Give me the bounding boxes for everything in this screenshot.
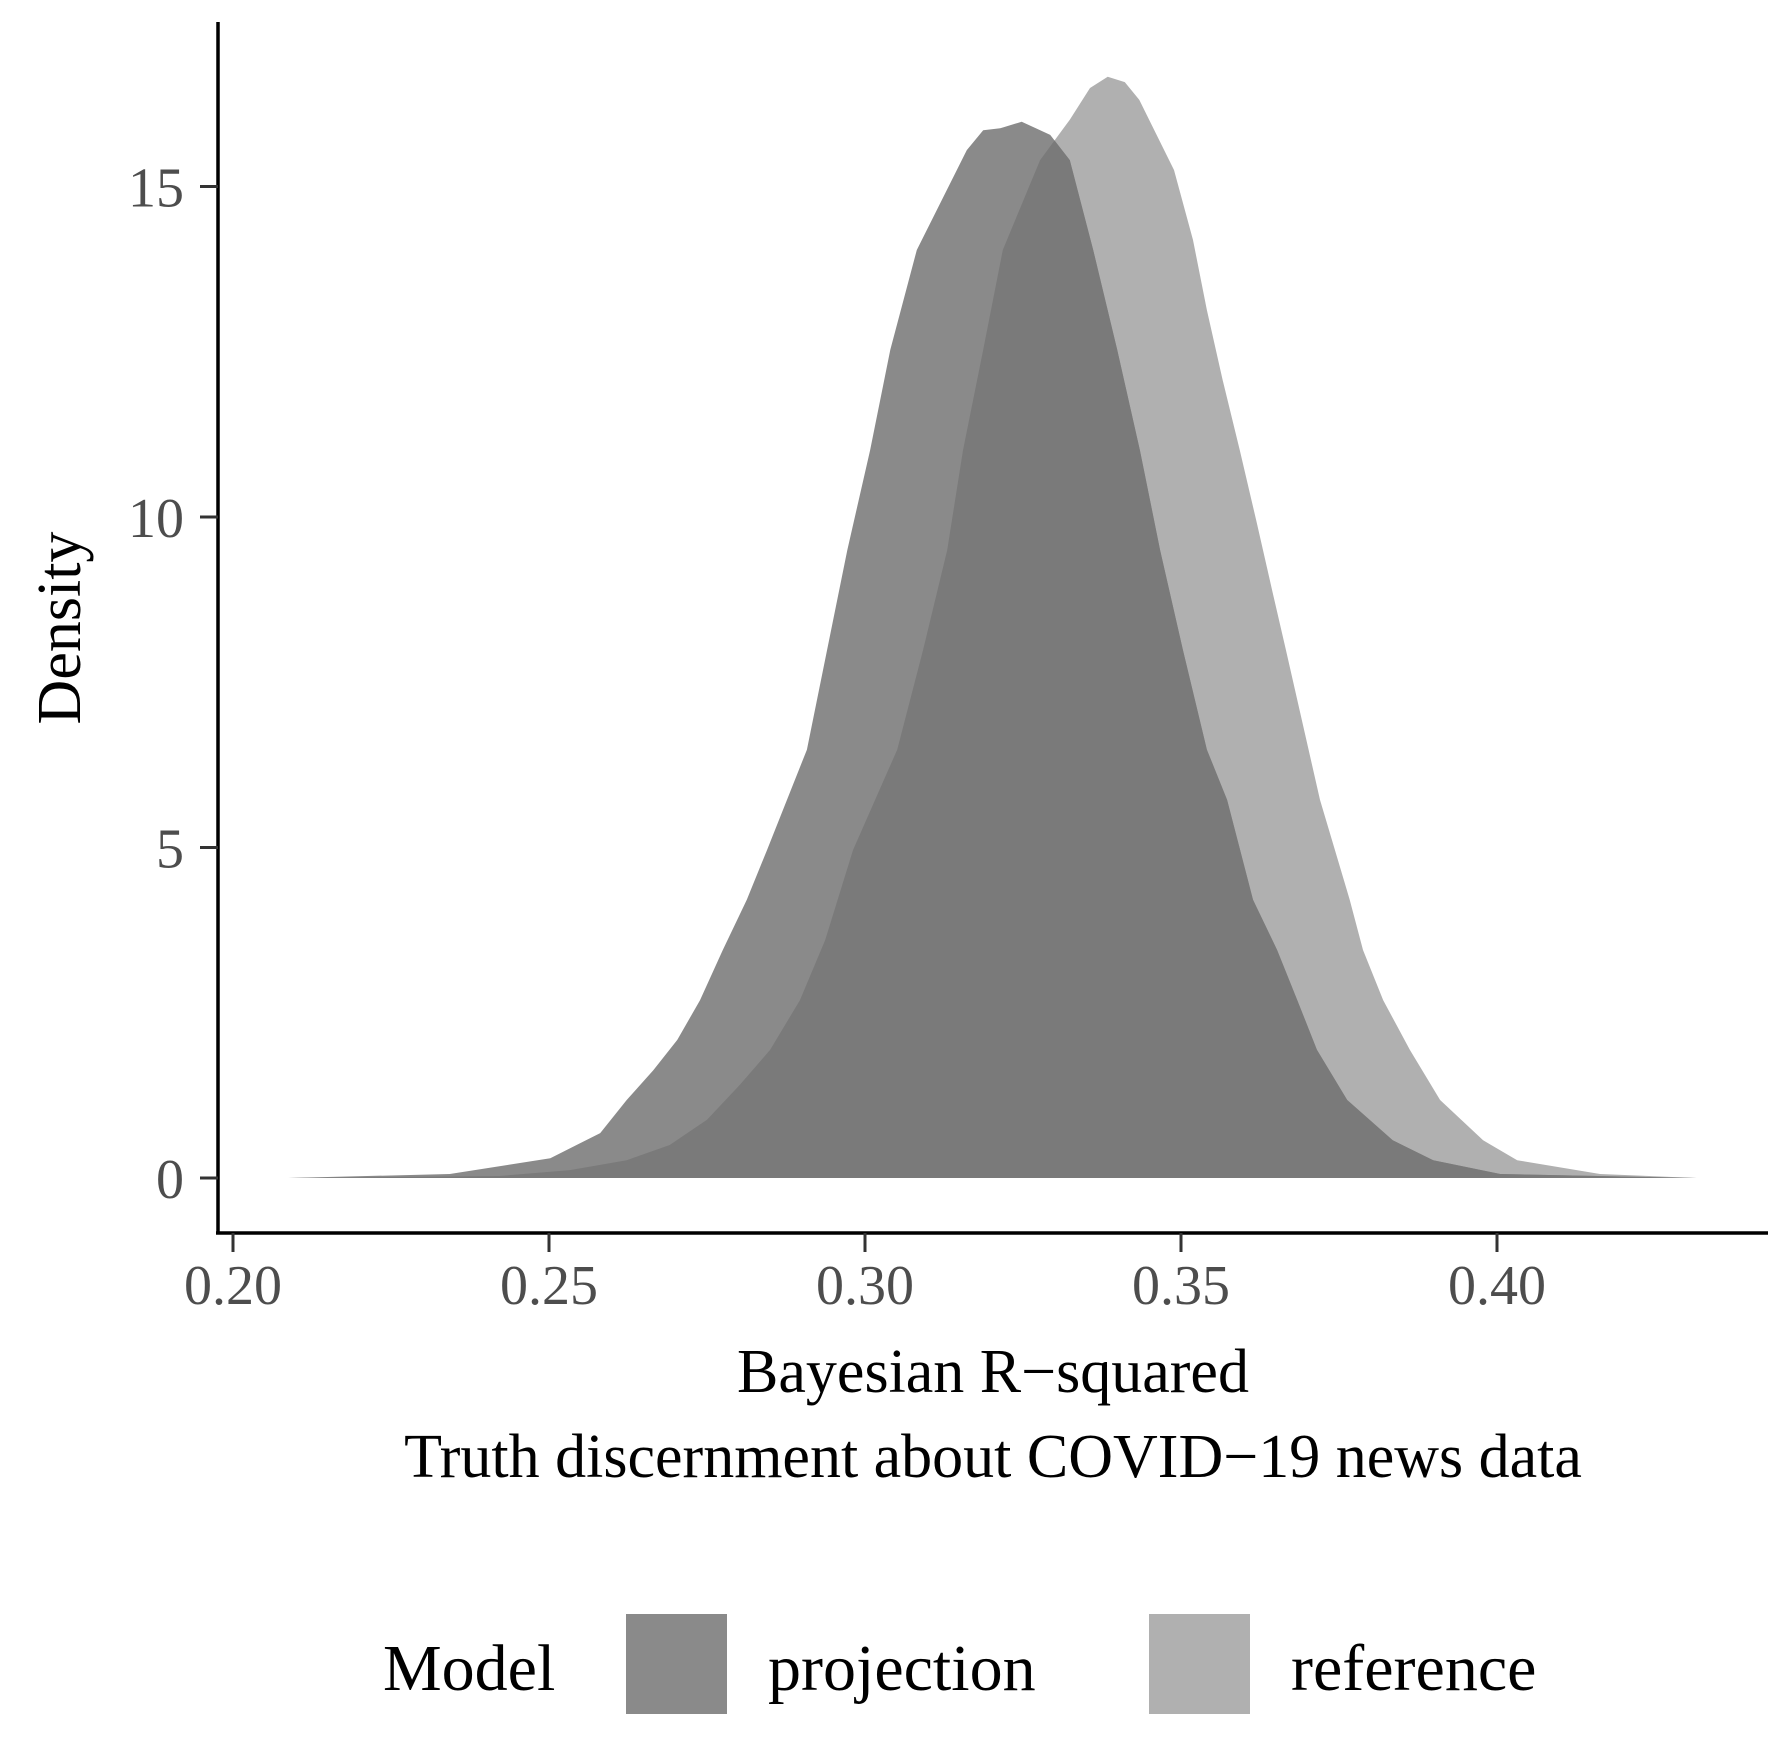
y-tick-label: 5	[156, 819, 184, 881]
x-tick-label: 0.25	[500, 1255, 598, 1317]
x-axis-title: Bayesian R−squared	[737, 1338, 1249, 1406]
x-tick-label: 0.30	[816, 1255, 914, 1317]
plot-area	[288, 76, 1697, 1179]
y-tick-label: 15	[128, 158, 184, 220]
legend-swatch-reference	[1149, 1614, 1250, 1714]
y-axis-ticks: 0 5 10 15	[128, 158, 218, 1211]
y-axis-title: Density	[26, 532, 94, 725]
y-tick-label: 10	[128, 488, 184, 550]
x-tick-label: 0.35	[1132, 1255, 1230, 1317]
legend-title: Model	[383, 1632, 555, 1705]
x-tick-label: 0.40	[1448, 1255, 1546, 1317]
overlap-density-area	[288, 121, 1697, 1178]
legend: Model projection reference	[383, 1614, 1536, 1714]
legend-swatch-projection	[626, 1614, 727, 1714]
legend-label-reference: reference	[1291, 1632, 1536, 1705]
x-axis-subtitle: Truth discernment about COVID−19 news da…	[404, 1423, 1582, 1491]
legend-label-projection: projection	[768, 1632, 1036, 1705]
x-tick-label: 0.20	[184, 1255, 282, 1317]
y-tick-label: 0	[156, 1149, 184, 1211]
x-axis-ticks: 0.20 0.25 0.30 0.35 0.40	[184, 1233, 1546, 1317]
